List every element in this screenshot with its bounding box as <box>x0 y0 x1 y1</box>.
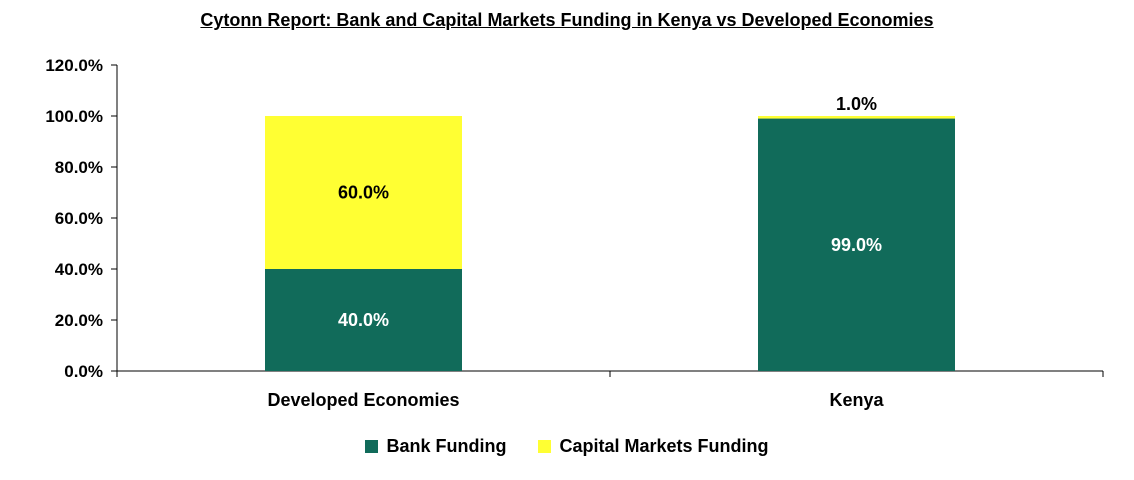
x-tick-label-developed-economies: Developed Economies <box>267 390 459 410</box>
data-label-capital-markets-funding-developed-economies: 60.0% <box>338 183 389 203</box>
legend-swatch-bank-funding <box>365 440 379 453</box>
data-label-capital-markets-funding-kenya: 1.0% <box>836 94 877 114</box>
x-tick-label-kenya: Kenya <box>829 390 884 410</box>
bar-capital-markets-funding-kenya <box>758 116 955 119</box>
chart-title: Cytonn Report: Bank and Capital Markets … <box>200 10 934 30</box>
y-tick-label: 40.0% <box>55 260 103 279</box>
legend-label-bank-funding: Bank Funding <box>386 436 507 456</box>
y-tick-label: 80.0% <box>55 158 103 177</box>
y-tick-label: 120.0% <box>45 56 103 75</box>
legend-label-capital-markets-funding: Capital Markets Funding <box>559 436 769 456</box>
legend-swatch-capital-markets-funding <box>538 440 552 453</box>
legend: Bank Funding Capital Markets Funding <box>0 436 1134 457</box>
legend-item-capital-markets-funding: Capital Markets Funding <box>538 436 769 457</box>
data-label-bank-funding-developed-economies: 40.0% <box>338 310 389 330</box>
bar-bank-funding-developed-economies <box>265 269 462 371</box>
bar-capital-markets-funding-developed-economies <box>265 116 462 269</box>
data-label-bank-funding-kenya: 99.0% <box>831 235 882 255</box>
y-tick-label: 60.0% <box>55 209 103 228</box>
y-tick-label: 20.0% <box>55 311 103 330</box>
bar-bank-funding-kenya <box>758 118 955 371</box>
y-tick-label: 0.0% <box>64 362 103 381</box>
legend-item-bank-funding: Bank Funding <box>365 436 506 457</box>
y-tick-label: 100.0% <box>45 107 103 126</box>
